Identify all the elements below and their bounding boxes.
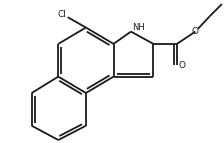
Text: O: O (179, 61, 186, 70)
Text: NH: NH (132, 23, 145, 32)
Text: Cl: Cl (58, 10, 67, 19)
Text: O: O (192, 27, 199, 36)
